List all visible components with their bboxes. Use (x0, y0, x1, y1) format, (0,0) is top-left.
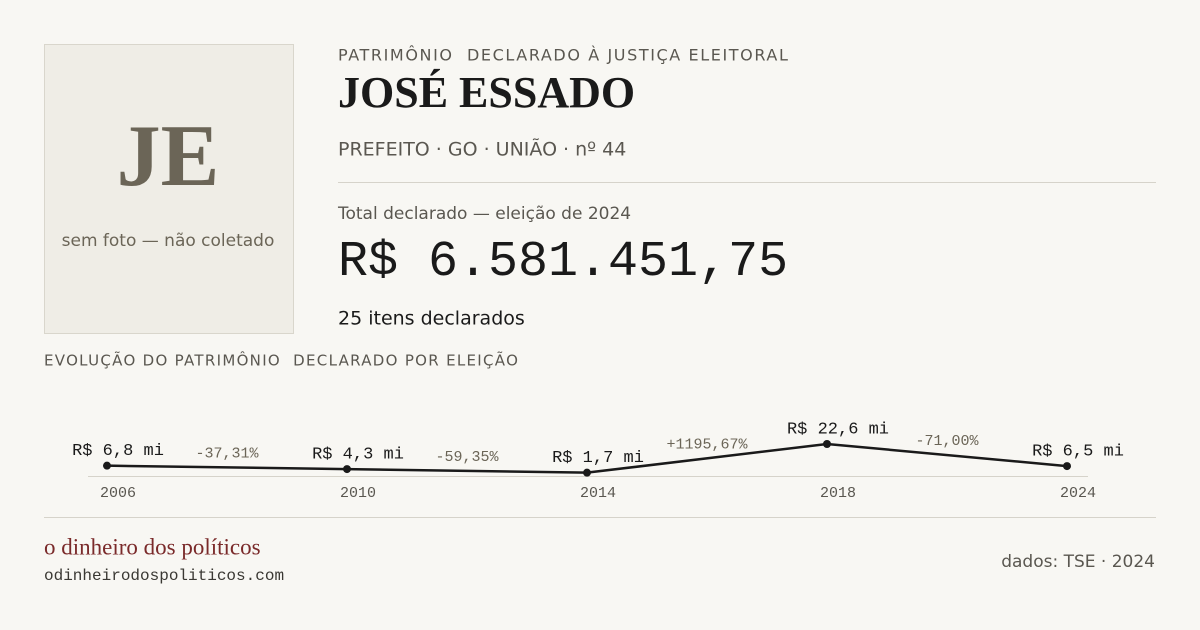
value-label: R$ 1,7 mi (552, 449, 644, 468)
value-label: R$ 6,8 mi (72, 442, 164, 461)
change-label: +1195,67% (666, 436, 748, 453)
x-tick-label: 2006 (100, 485, 136, 502)
x-tick-label: 2010 (340, 485, 376, 502)
role: PREFEITO · GO · UNIÃO · nº 44 (338, 138, 626, 161)
point (823, 440, 831, 448)
x-tick-label: 2024 (1060, 485, 1096, 502)
total-amount: R$ 6.581.451,75 (338, 234, 788, 291)
initials: JE (117, 108, 220, 205)
brand: o dinheiro dos políticos (44, 534, 261, 559)
section-label: EVOLUÇÃO DO PATRIMÔNIO DECLARADO POR ELE… (44, 351, 519, 370)
photo-caption: sem foto — não coletado (62, 231, 275, 251)
change-label: -37,31% (195, 445, 259, 462)
point (103, 461, 111, 470)
x-tick-label: 2018 (820, 485, 856, 502)
value-label: R$ 22,6 mi (787, 420, 889, 439)
point (1063, 462, 1071, 471)
kicker: PATRIMÔNIO DECLARADO À JUSTIÇA ELEITORAL (338, 46, 790, 65)
value-label: R$ 4,3 mi (312, 446, 404, 465)
photo-placeholder (44, 44, 294, 334)
total-label: Total declarado — eleição de 2024 (337, 204, 631, 224)
candidate-name: JOSÉ ESSADO (338, 68, 635, 117)
change-label: -59,35% (435, 449, 499, 466)
items-count: 25 itens declarados (338, 308, 525, 330)
source: dados: TSE · 2024 (1001, 552, 1155, 572)
url: odinheirodospoliticos.com (44, 567, 284, 585)
point (343, 465, 351, 474)
x-tick-label: 2014 (580, 485, 616, 502)
value-label: R$ 6,5 mi (1032, 443, 1124, 462)
point (583, 468, 591, 477)
change-label: -71,00% (915, 433, 979, 450)
